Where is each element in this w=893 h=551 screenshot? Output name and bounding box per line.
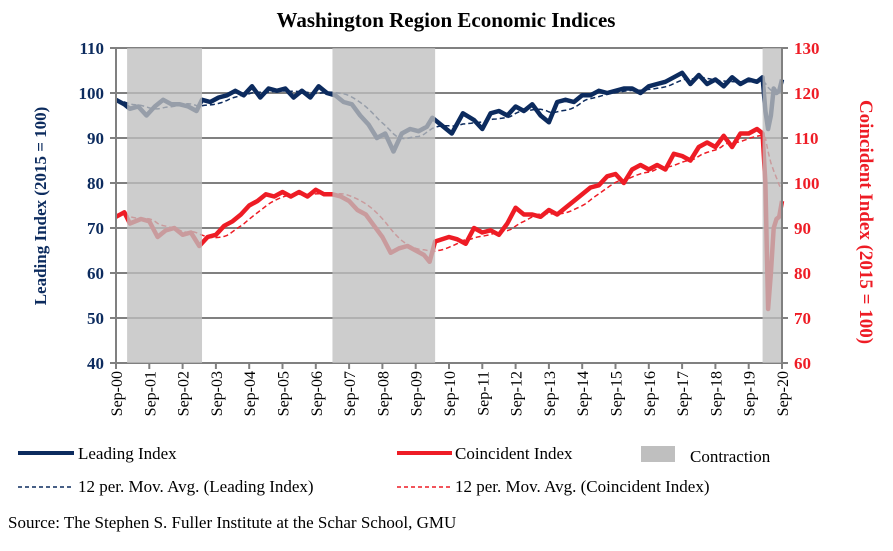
right-tick-label: 100 (794, 174, 820, 193)
left-tick-label: 110 (79, 39, 104, 58)
source-note: Source: The Stephen S. Fuller Institute … (8, 513, 456, 532)
x-tick-label: Sep-15 (609, 371, 626, 416)
legend: Leading Index Coincident Index Contracti… (18, 444, 771, 496)
x-tick-label: Sep-12 (509, 371, 526, 416)
left-tick-label: 90 (87, 129, 104, 148)
right-tick-label: 60 (794, 354, 811, 373)
x-tick-label: Sep-03 (209, 371, 226, 416)
legend-leading-ma-label: 12 per. Mov. Avg. (Leading Index) (78, 477, 314, 496)
left-tick-label: 50 (87, 309, 104, 328)
x-tick-label: Sep-19 (742, 371, 759, 416)
right-tick-label: 80 (794, 264, 811, 283)
left-tick-label: 70 (87, 219, 104, 238)
x-tick-label: Sep-01 (142, 371, 159, 416)
x-tick-label: Sep-16 (642, 371, 659, 416)
contraction-period (127, 48, 203, 363)
right-tick-label: 90 (794, 219, 811, 238)
x-tick-label: Sep-05 (276, 371, 293, 416)
left-tick-label: 100 (79, 84, 105, 103)
x-tick-label: Sep-18 (708, 371, 725, 416)
contraction-shading (127, 48, 782, 363)
x-tick-label: Sep-13 (542, 371, 559, 416)
x-tick-label: Sep-10 (442, 371, 459, 416)
x-tick-label: Sep-06 (309, 371, 326, 416)
x-tick-label: Sep-20 (775, 371, 792, 416)
x-tick-label: Sep-14 (575, 371, 592, 416)
axes: 40 60 50 70 60 80 70 90 80 100 90 110 100 120 110 130 Se… (79, 39, 820, 416)
gridlines (116, 47, 782, 364)
coincident-index-moving-average-line (115, 133, 783, 253)
left-tick-label: 60 (87, 264, 104, 283)
contraction-period (332, 48, 436, 363)
x-tick-label: Sep-17 (675, 371, 692, 416)
right-tick-label: 130 (794, 39, 820, 58)
chart-title: Washington Region Economic Indices (277, 8, 616, 32)
x-tick-label: Sep-02 (176, 371, 193, 416)
leading-index-moving-average-line (115, 76, 782, 140)
left-tick-label: 80 (87, 174, 104, 193)
left-tick-label: 40 (87, 354, 104, 373)
right-tick-label: 70 (794, 309, 811, 328)
legend-contraction-label: Contraction (690, 447, 771, 466)
x-tick-label: Sep-07 (342, 371, 359, 416)
coincident-index-line (114, 126, 785, 312)
x-tick-label: Sep-00 (109, 371, 126, 416)
left-axis-label: Leading Index (2015 = 100) (31, 107, 50, 306)
right-tick-label: 120 (794, 84, 820, 103)
x-tick-label: Sep-11 (475, 371, 492, 416)
contraction-period (762, 48, 782, 363)
right-axis-label: Coincident Index (2015 = 100) (855, 100, 876, 344)
legend-coincident-ma-label: 12 per. Mov. Avg. (Coincident Index) (455, 477, 710, 496)
x-tick-label: Sep-08 (375, 371, 392, 416)
x-tick-label: Sep-04 (242, 371, 259, 416)
legend-coincident-label: Coincident Index (455, 444, 573, 463)
legend-leading-label: Leading Index (78, 444, 177, 463)
right-tick-label: 110 (794, 129, 819, 148)
series-lines (114, 70, 785, 312)
legend-contraction-swatch (641, 446, 675, 462)
leading-index-line (114, 70, 785, 154)
x-tick-label: Sep-09 (409, 371, 426, 416)
